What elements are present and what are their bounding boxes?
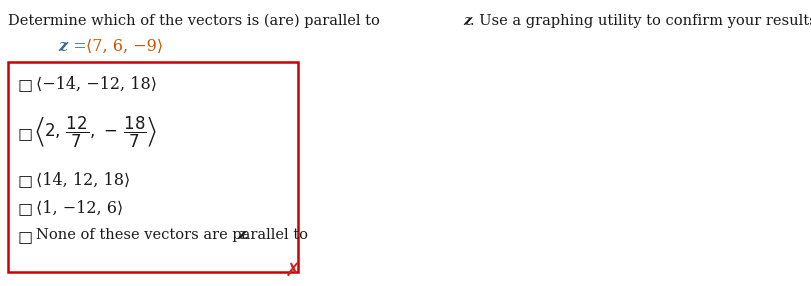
Text: .: .	[243, 228, 248, 242]
Text: ✗: ✗	[285, 262, 301, 281]
Text: z: z	[237, 228, 245, 242]
Text: ⟨−14, −12, 18⟩: ⟨−14, −12, 18⟩	[36, 76, 157, 93]
Text: None of these vectors are parallel to: None of these vectors are parallel to	[36, 228, 312, 242]
Text: □: □	[18, 200, 33, 217]
Text: ⟨1, −12, 6⟩: ⟨1, −12, 6⟩	[36, 200, 123, 217]
Text: Determine which of the vectors is (are) parallel to: Determine which of the vectors is (are) …	[8, 14, 384, 28]
Text: =: =	[68, 38, 92, 55]
Text: ⟨14, 12, 18⟩: ⟨14, 12, 18⟩	[36, 172, 130, 189]
Text: $\left\langle 2,\, \dfrac{12}{7},\, -\, \dfrac{18}{7} \right\rangle$: $\left\langle 2,\, \dfrac{12}{7},\, -\, …	[34, 115, 157, 150]
Text: □: □	[18, 125, 33, 142]
Text: □: □	[18, 228, 33, 245]
Text: □: □	[18, 172, 33, 189]
Bar	[8, 62, 298, 272]
Text: ⟨7, 6, −9⟩: ⟨7, 6, −9⟩	[86, 38, 163, 55]
Text: . Use a graphing utility to confirm your results. (Select all that apply.): . Use a graphing utility to confirm your…	[470, 14, 811, 28]
Text: z: z	[462, 14, 470, 28]
Text: □: □	[18, 76, 33, 93]
Text: z: z	[58, 38, 67, 55]
